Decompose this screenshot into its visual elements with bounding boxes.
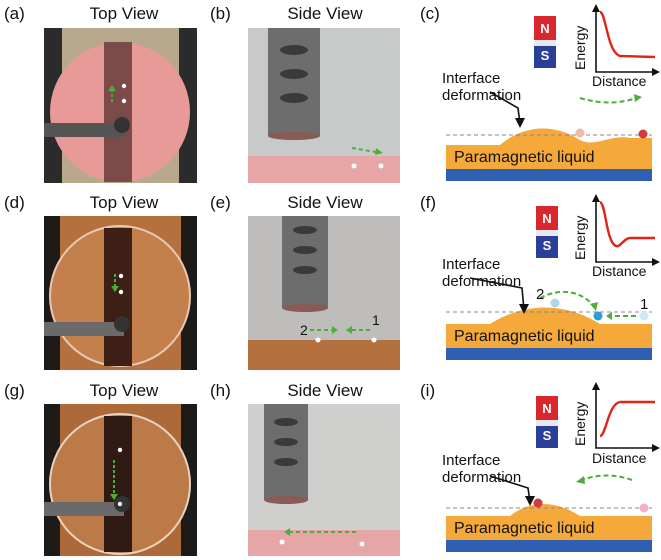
paramagnetic-liquid-label: Paramagnetic liquid [454, 149, 595, 166]
panel-label-c: (c) [420, 4, 440, 23]
panel-label-e: (e) [210, 193, 231, 212]
paramagnetic-liquid-label: Paramagnetic liquid [454, 520, 595, 537]
magnet-south: S [542, 238, 552, 253]
schematic-f: N S Energy Distance Interface deformatio… [430, 190, 661, 375]
side-view-photo-e: 2 1 [248, 216, 400, 370]
top-view-photo-d [44, 216, 197, 370]
magnet-south: S [540, 48, 550, 63]
distance-axis-label: Distance [592, 263, 647, 279]
magnet-south: S [542, 428, 552, 443]
top-view-photo-g [44, 404, 197, 556]
panel-label-h: (h) [210, 381, 231, 400]
magnet-north: N [542, 211, 552, 226]
magnet-north: N [542, 401, 552, 416]
side-view-title: Side View [287, 193, 363, 212]
panel-label-f: (f) [420, 193, 437, 212]
panel-label-i: (i) [420, 381, 436, 400]
panel-label-b: (b) [210, 4, 231, 23]
top-view-photo-a [44, 28, 197, 183]
top-view-title: Top View [89, 4, 159, 23]
distance-axis-label: Distance [592, 73, 647, 89]
schematic-i: N S Energy Distance Interface deformatio… [430, 376, 661, 560]
interface-deformation-label: Interface deformation [442, 452, 522, 486]
energy-axis-label: Energy [572, 401, 588, 446]
marker-1: 1 [640, 296, 649, 313]
magnet-north: N [540, 21, 550, 36]
interface-deformation-label: Interface deformation [442, 70, 522, 104]
top-view-title: Top View [89, 193, 159, 212]
marker-2: 2 [300, 322, 308, 338]
panel-label-a: (a) [4, 4, 25, 23]
marker-1: 1 [372, 312, 380, 328]
energy-axis-label: Energy [572, 215, 588, 260]
top-view-title: Top View [89, 381, 159, 400]
panel-label-g: (g) [4, 381, 25, 400]
side-view-photo-h [248, 404, 400, 556]
distance-axis-label: Distance [592, 450, 647, 466]
side-view-photo-b [248, 28, 400, 183]
side-view-title: Side View [287, 381, 363, 400]
side-view-title: Side View [287, 4, 363, 23]
marker-2: 2 [536, 286, 545, 303]
paramagnetic-liquid-label: Paramagnetic liquid [454, 328, 595, 345]
interface-deformation-label: Interface deformation [442, 256, 522, 290]
energy-axis-label: Energy [572, 25, 588, 70]
schematic-c: N S Energy Distance Interface deformatio… [430, 0, 661, 185]
panel-label-d: (d) [4, 193, 25, 212]
